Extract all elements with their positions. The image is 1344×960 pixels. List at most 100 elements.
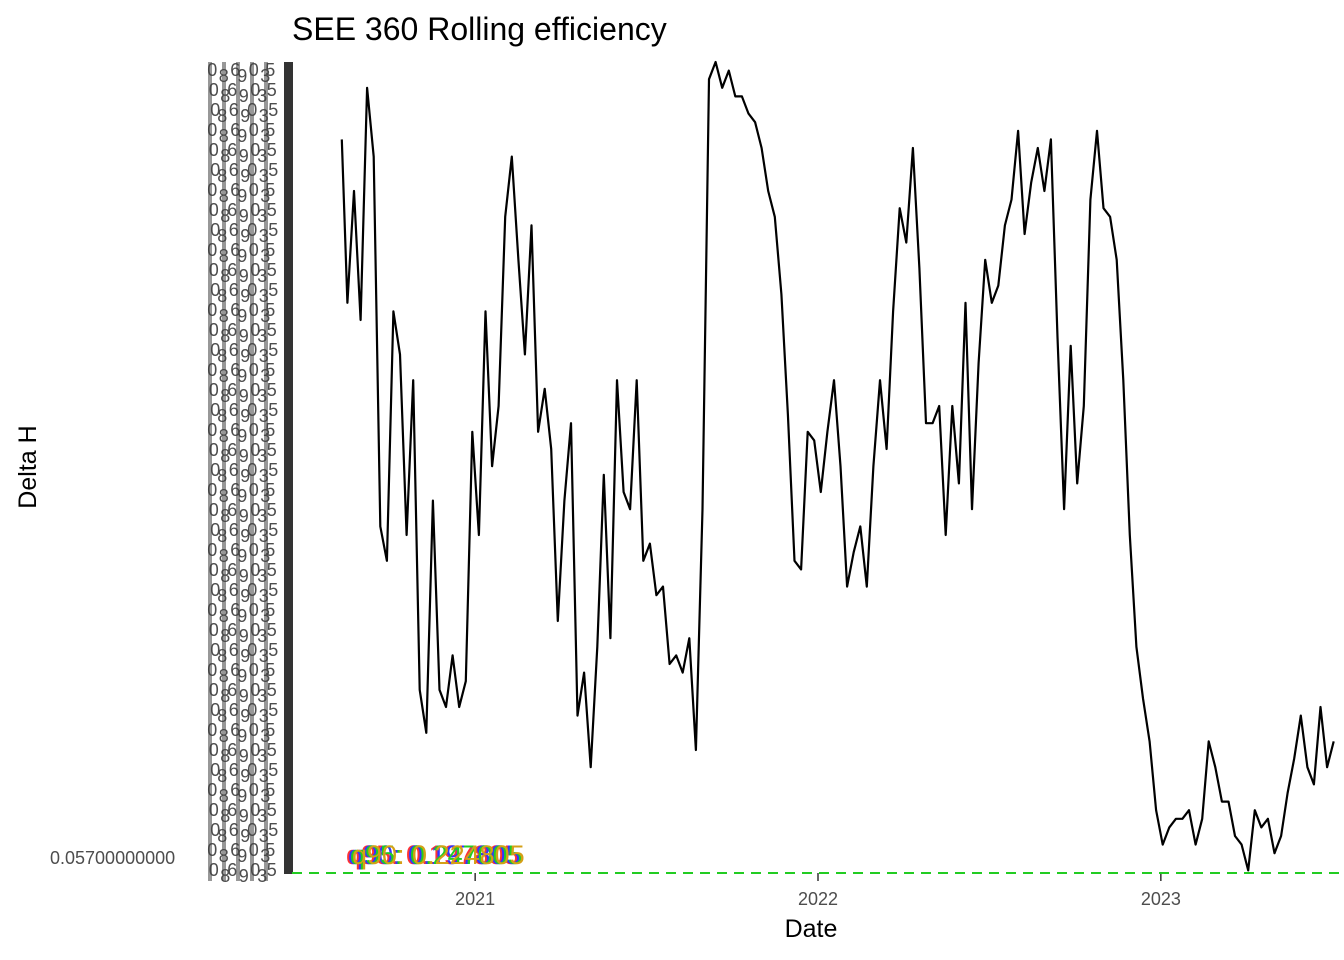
- x-axis-ticks: 2021 2022 2023: [455, 873, 1181, 909]
- y-tick-overlap-glyph: 6: [229, 220, 239, 240]
- y-tick-overlap-glyph: 5: [268, 100, 278, 120]
- y-axis-title: Delta H: [14, 425, 42, 508]
- y-tick-overlap-glyph: 9: [237, 306, 247, 326]
- y-tick-overlap-glyph: 0: [207, 480, 217, 500]
- y-tick-overlap-glyph: 0: [209, 140, 219, 160]
- y-tick-overlap-glyph: 0: [207, 60, 217, 80]
- y-tick-overlap-glyph: 5: [265, 600, 275, 620]
- y-tick-overlap-glyph: 3: [259, 226, 269, 246]
- y-tick-overlap-glyph: 0: [209, 320, 219, 340]
- y-tick-overlap-glyph: 0: [250, 680, 260, 700]
- y-tick-overlap-glyph: 6: [229, 280, 239, 300]
- y-tick-overlap-glyph: 9: [240, 646, 250, 666]
- y-tick-overlap-glyph: 6: [230, 540, 240, 560]
- y-tick-overlap-glyph: 9: [240, 586, 250, 606]
- y-tick-overlap-glyph: 9: [237, 786, 247, 806]
- y-tick-overlap-glyph: 6: [229, 820, 239, 840]
- y-tick-overlap-glyph: 0: [250, 800, 260, 820]
- y-tick-overlap-glyph: 0: [209, 80, 219, 100]
- y-tick-overlap-glyph: 0: [210, 580, 220, 600]
- y-tick-overlap-glyph: 6: [230, 480, 240, 500]
- y-tick-overlap-glyph: 5: [265, 300, 275, 320]
- y-tick-overlap-glyph: 9: [239, 626, 249, 646]
- y-tick-overlap-glyph: 3: [257, 146, 267, 166]
- y-tick-overlap-glyph: 0: [210, 520, 220, 540]
- y-tick-overlap-glyph: 5: [265, 180, 275, 200]
- y-tick-overlap-glyph: 6: [230, 420, 240, 440]
- y-tick-overlap-glyph: 5: [267, 560, 277, 580]
- y-tick-overlap-glyph: 0: [210, 460, 220, 480]
- x-tick-label: 2023: [1141, 889, 1181, 909]
- y-tick-overlap-glyph: 5: [265, 360, 275, 380]
- y-tick-overlap-column: [264, 62, 268, 881]
- y-tick-label-min: 0.05700000000: [50, 848, 175, 868]
- y-tick-overlap-glyph: 3: [257, 866, 267, 886]
- y-tick-overlap-glyph: 9: [237, 846, 247, 866]
- y-tick-overlap-glyph: 6: [227, 860, 237, 880]
- y-tick-overlap-glyph: 6: [227, 500, 237, 520]
- y-tick-overlap-glyph: 9: [237, 546, 247, 566]
- y-tick-overlap-glyph: 5: [268, 640, 278, 660]
- y-tick-overlap-glyph: 0: [209, 860, 219, 880]
- y-tick-overlap-glyph: 6: [230, 180, 240, 200]
- y-tick-overlap-glyph: 9: [237, 186, 247, 206]
- y-tick-overlap-glyph: 5: [268, 700, 278, 720]
- y-tick-overlap-glyph: 9: [237, 606, 247, 626]
- y-tick-overlap-glyph: 9: [240, 166, 250, 186]
- y-tick-overlap-glyph: 3: [257, 326, 267, 346]
- y-tick-overlap-glyph: 6: [227, 560, 237, 580]
- y-tick-overlap-glyph: 0: [209, 560, 219, 580]
- y-tick-overlap-glyph: 6: [229, 760, 239, 780]
- y-tick-overlap-glyph: 0: [207, 420, 217, 440]
- y-tick-overlap-glyph: 5: [267, 680, 277, 700]
- y-tick-overlap-glyph: 0: [250, 320, 260, 340]
- y-tick-overlap-glyph: 3: [259, 166, 269, 186]
- y-tick-overlap-glyph: 0: [250, 620, 260, 640]
- y-tick-overlap-glyph: 6: [227, 680, 237, 700]
- y-tick-overlap-glyph: 0: [207, 180, 217, 200]
- y-tick-overlap-glyph: 5: [268, 160, 278, 180]
- y-tick-overlap-glyph: 3: [257, 386, 267, 406]
- y-tick-overlap-glyph: 5: [268, 760, 278, 780]
- y-tick-overlap-glyph: 5: [267, 860, 277, 880]
- x-tick-label: 2021: [455, 889, 495, 909]
- y-tick-overlap-glyph: 0: [250, 260, 260, 280]
- y-tick-overlap-glyph: 6: [227, 80, 237, 100]
- y-tick-overlap-glyph: 3: [259, 106, 269, 126]
- y-tick-overlap-glyph: 6: [230, 240, 240, 260]
- y-tick-overlap-glyph: 9: [237, 126, 247, 146]
- y-tick-overlap-glyph: 5: [268, 820, 278, 840]
- y-tick-overlap-glyph: 0: [207, 540, 217, 560]
- y-tick-overlap-glyph: 9: [239, 266, 249, 286]
- y-tick-overlap-glyph: 3: [259, 826, 269, 846]
- y-tick-overlap-glyph: 5: [267, 440, 277, 460]
- y-tick-overlap-glyph: 5: [268, 580, 278, 600]
- y-tick-overlap-glyph: 0: [250, 740, 260, 760]
- y-tick-overlap-glyph: 5: [267, 80, 277, 100]
- y-tick-overlap-glyph: 6: [229, 400, 239, 420]
- y-tick-overlap-glyph: 6: [229, 580, 239, 600]
- y-tick-overlap-glyph: 6: [230, 840, 240, 860]
- y-tick-overlap-glyph: 3: [257, 86, 267, 106]
- y-tick-overlap-glyph: 5: [267, 140, 277, 160]
- series-line: [340, 60, 1335, 872]
- y-tick-overlap-glyph: 9: [239, 206, 249, 226]
- y-tick-overlap-glyph: 3: [259, 526, 269, 546]
- y-tick-overlap-glyph: 6: [227, 200, 237, 220]
- y-tick-overlap-glyph: 0: [210, 820, 220, 840]
- y-tick-overlap-glyph: 3: [259, 466, 269, 486]
- y-tick-overlap-glyph: 5: [267, 740, 277, 760]
- y-tick-overlap-glyph: 3: [257, 446, 267, 466]
- y-tick-overlap-glyph: 0: [250, 860, 260, 880]
- y-axis-bar: [284, 62, 293, 874]
- y-tick-overlap-glyph: 5: [267, 260, 277, 280]
- y-tick-overlap-glyph: 6: [229, 160, 239, 180]
- quantile-label: q90: 0.197805: [348, 840, 521, 870]
- y-tick-overlap-glyph: 9: [240, 826, 250, 846]
- y-tick-overlap-glyph: 0: [207, 120, 217, 140]
- y-tick-overlap-glyph: 0: [210, 220, 220, 240]
- y-tick-overlap-glyph: 9: [239, 446, 249, 466]
